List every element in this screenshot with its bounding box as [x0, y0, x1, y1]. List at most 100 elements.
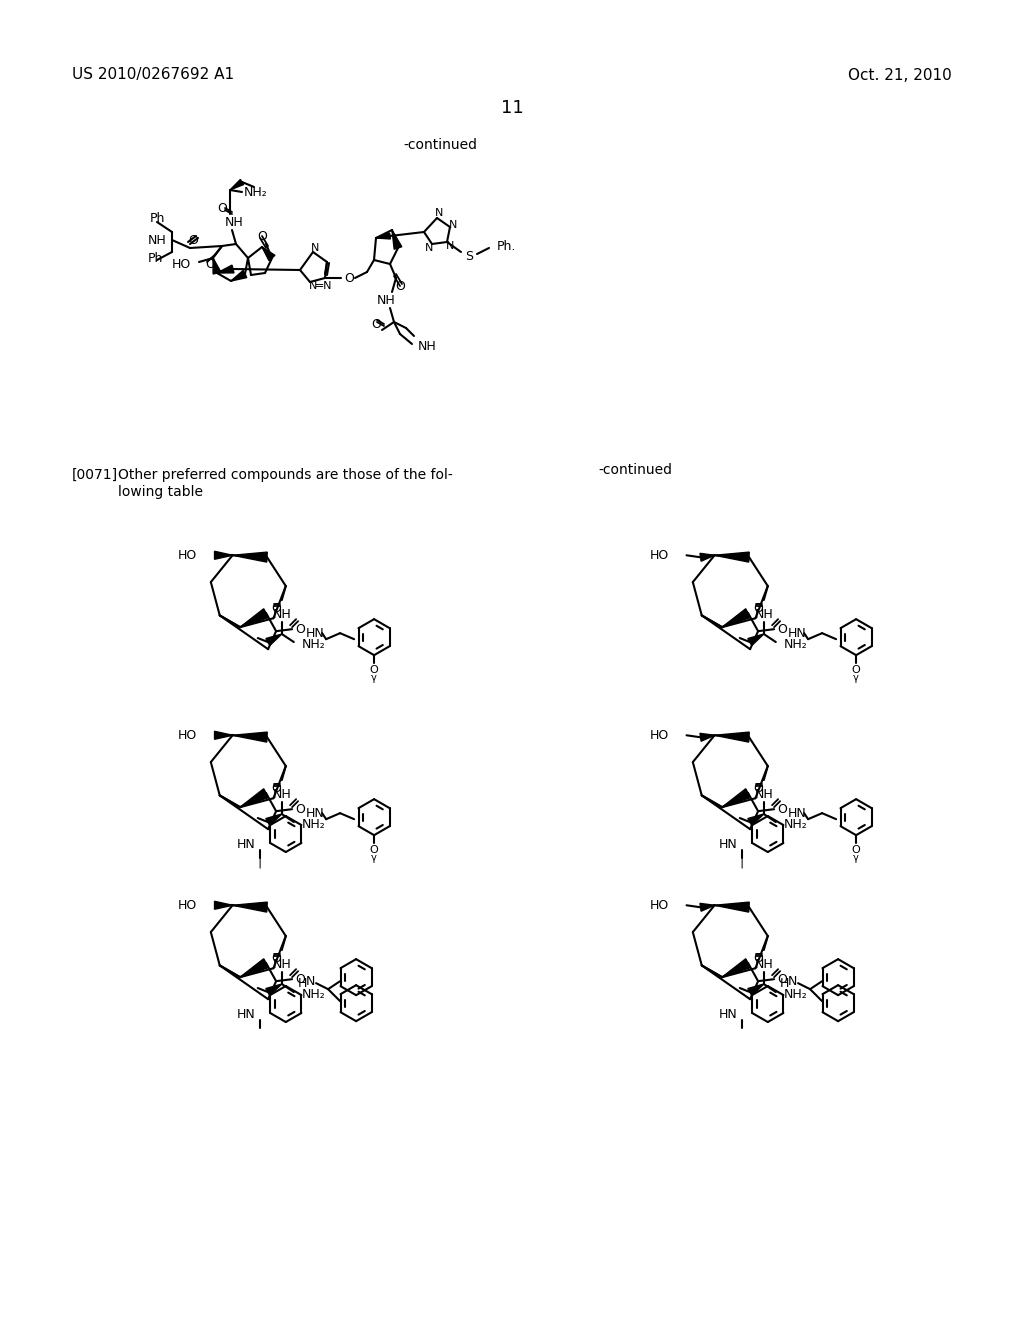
- Text: O: O: [271, 781, 281, 795]
- Polygon shape: [240, 789, 268, 807]
- Text: N: N: [787, 974, 797, 987]
- Text: NH: NH: [418, 339, 437, 352]
- Text: |: |: [739, 855, 743, 869]
- Polygon shape: [266, 983, 282, 995]
- Text: γ: γ: [853, 673, 859, 684]
- Text: NH: NH: [755, 607, 773, 620]
- Text: HN: HN: [306, 807, 325, 820]
- Polygon shape: [392, 230, 401, 249]
- Text: NH₂: NH₂: [244, 186, 267, 199]
- Text: NH: NH: [377, 293, 395, 306]
- Text: H: H: [297, 977, 307, 990]
- Text: Other preferred compounds are those of the fol-: Other preferred compounds are those of t…: [118, 469, 453, 482]
- Text: NH₂: NH₂: [302, 638, 326, 651]
- Text: Ph: Ph: [150, 211, 165, 224]
- Text: NH₂: NH₂: [783, 817, 808, 830]
- Text: O: O: [295, 803, 305, 816]
- Polygon shape: [215, 902, 232, 909]
- Polygon shape: [240, 958, 268, 977]
- Text: Ph.: Ph.: [497, 239, 516, 252]
- Polygon shape: [232, 733, 267, 742]
- Polygon shape: [748, 814, 764, 825]
- Text: O: O: [777, 623, 787, 636]
- Text: HO: HO: [177, 729, 197, 742]
- Polygon shape: [231, 271, 247, 281]
- Text: O: O: [295, 623, 305, 636]
- Text: HN: HN: [306, 627, 325, 640]
- Text: NH: NH: [272, 607, 291, 620]
- Text: O: O: [271, 952, 281, 965]
- Text: O: O: [852, 845, 860, 855]
- Polygon shape: [215, 731, 232, 739]
- Text: NH₂: NH₂: [302, 817, 326, 830]
- Text: HO: HO: [649, 729, 669, 742]
- Text: O: O: [205, 257, 215, 271]
- Text: NH: NH: [272, 788, 291, 800]
- Text: HN: HN: [788, 627, 807, 640]
- Text: HO: HO: [649, 899, 669, 912]
- Text: Ph: Ph: [148, 252, 164, 264]
- Text: NH: NH: [272, 957, 291, 970]
- Text: O: O: [852, 665, 860, 675]
- Text: HO: HO: [649, 549, 669, 562]
- Polygon shape: [215, 552, 232, 560]
- Polygon shape: [700, 553, 715, 561]
- Text: Oct. 21, 2010: Oct. 21, 2010: [848, 67, 952, 82]
- Polygon shape: [700, 734, 715, 742]
- Polygon shape: [700, 903, 715, 911]
- Polygon shape: [722, 609, 751, 627]
- Text: HN: HN: [788, 807, 807, 820]
- Text: N: N: [445, 242, 455, 251]
- Polygon shape: [213, 257, 221, 275]
- Polygon shape: [217, 265, 233, 273]
- Text: 11: 11: [501, 99, 523, 117]
- Text: HN: HN: [237, 837, 256, 850]
- Polygon shape: [232, 902, 267, 912]
- Text: O: O: [257, 230, 267, 243]
- Text: O: O: [777, 973, 787, 986]
- Text: US 2010/0267692 A1: US 2010/0267692 A1: [72, 67, 234, 82]
- Text: S: S: [465, 249, 473, 263]
- Text: |: |: [258, 855, 262, 869]
- Text: HO: HO: [172, 257, 191, 271]
- Text: [0071]: [0071]: [72, 469, 118, 482]
- Text: O: O: [395, 280, 404, 293]
- Text: -continued: -continued: [403, 139, 477, 152]
- Text: NH: NH: [755, 788, 773, 800]
- Text: O: O: [753, 952, 763, 965]
- Polygon shape: [266, 634, 282, 645]
- Polygon shape: [230, 180, 244, 190]
- Text: NH: NH: [148, 234, 167, 247]
- Polygon shape: [748, 983, 764, 995]
- Text: N: N: [425, 243, 433, 253]
- Text: O: O: [370, 665, 379, 675]
- Text: NH₂: NH₂: [783, 987, 808, 1001]
- Text: O: O: [753, 602, 763, 615]
- Text: γ: γ: [853, 853, 859, 863]
- Text: O: O: [271, 602, 281, 615]
- Text: γ: γ: [371, 673, 377, 684]
- Text: HN: HN: [719, 1007, 737, 1020]
- Text: O: O: [370, 845, 379, 855]
- Text: O: O: [344, 272, 354, 285]
- Polygon shape: [748, 634, 764, 645]
- Polygon shape: [722, 958, 751, 977]
- Text: HO: HO: [177, 549, 197, 562]
- Polygon shape: [715, 902, 750, 912]
- Polygon shape: [266, 814, 282, 825]
- Polygon shape: [262, 247, 275, 260]
- Text: O: O: [188, 234, 198, 247]
- Text: NH: NH: [755, 957, 773, 970]
- Text: N: N: [449, 220, 457, 230]
- Text: NH₂: NH₂: [783, 638, 808, 651]
- Text: N: N: [305, 974, 314, 987]
- Text: -continued: -continued: [598, 463, 672, 477]
- Polygon shape: [376, 234, 390, 239]
- Text: O: O: [217, 202, 227, 214]
- Polygon shape: [232, 552, 267, 562]
- Polygon shape: [722, 789, 751, 807]
- Text: N═N: N═N: [309, 281, 333, 290]
- Text: HN: HN: [719, 837, 737, 850]
- Text: N: N: [435, 209, 443, 218]
- Polygon shape: [715, 733, 750, 742]
